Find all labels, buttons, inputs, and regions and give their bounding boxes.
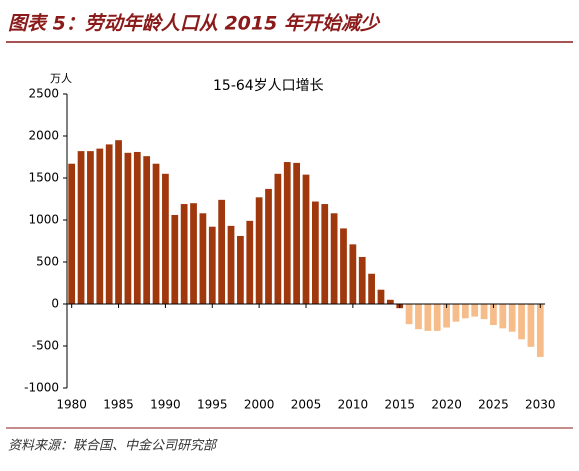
page-title: 图表 5：劳动年龄人口从 2015 年开始减少 [8, 13, 381, 35]
bar [377, 289, 385, 304]
bar [340, 228, 347, 304]
bar [415, 304, 422, 330]
bar [218, 199, 226, 304]
bar [124, 152, 132, 304]
y-tick-label: -500 [32, 339, 59, 353]
y-tick-label: 0 [51, 297, 59, 311]
bar [68, 163, 76, 304]
bar [283, 162, 291, 304]
y-unit: 万人 [50, 72, 72, 85]
bar [349, 244, 357, 304]
x-tick-label: 1995 [197, 398, 228, 412]
bar [199, 213, 207, 304]
bar [471, 304, 479, 317]
bar [302, 174, 310, 304]
bar [246, 220, 254, 304]
bar [208, 226, 216, 304]
x-tick-label: 2015 [384, 398, 415, 412]
source: 资料来源：联合国、中金公司研究部 [8, 438, 218, 454]
chart-title: 15-64岁人口增长 [213, 78, 324, 94]
bar [499, 304, 507, 329]
bar [227, 225, 235, 304]
y-tick-label: 1500 [28, 171, 59, 185]
x-tick-label: 1985 [103, 398, 134, 412]
bar [480, 304, 488, 320]
x-tick-label: 1990 [150, 398, 181, 412]
bar [115, 140, 122, 304]
bar [274, 173, 282, 304]
bar [461, 304, 469, 319]
bar [433, 304, 441, 331]
bar [330, 213, 338, 304]
bar [96, 148, 104, 304]
bar [443, 304, 450, 328]
bar [311, 201, 319, 304]
bar [508, 304, 516, 332]
bar [490, 304, 497, 325]
y-tick-label: -1000 [24, 381, 59, 395]
y-tick-label: 2500 [28, 87, 59, 101]
x-tick-label: 2000 [244, 398, 275, 412]
bar [265, 188, 272, 304]
bar [255, 197, 263, 304]
bar [237, 235, 244, 304]
bar [77, 151, 85, 304]
bar [105, 144, 113, 304]
y-tick-label: 500 [36, 255, 59, 269]
bar [321, 204, 329, 304]
bar [518, 304, 525, 340]
bar [293, 162, 301, 304]
x-tick-label: 2020 [431, 398, 462, 412]
bar [171, 214, 179, 304]
bar [162, 173, 169, 304]
bar [133, 151, 141, 304]
x-tick-label: 2030 [525, 398, 556, 412]
bar [190, 203, 197, 304]
y-tick-label: 1000 [28, 213, 59, 227]
bar [527, 304, 535, 347]
bar [405, 304, 413, 325]
y-tick-label: 2000 [28, 129, 59, 143]
x-tick-label: 1980 [56, 398, 87, 412]
bar [536, 304, 544, 357]
bar [358, 256, 366, 304]
bar [180, 204, 188, 304]
x-tick-label: 2010 [338, 398, 369, 412]
bar [424, 304, 432, 331]
bar [87, 151, 94, 304]
bar [368, 273, 375, 304]
x-tick-label: 2025 [478, 398, 509, 412]
bar [452, 304, 460, 322]
bar [152, 163, 160, 304]
bar [143, 156, 151, 304]
bar [386, 299, 394, 304]
x-tick-label: 2005 [291, 398, 322, 412]
